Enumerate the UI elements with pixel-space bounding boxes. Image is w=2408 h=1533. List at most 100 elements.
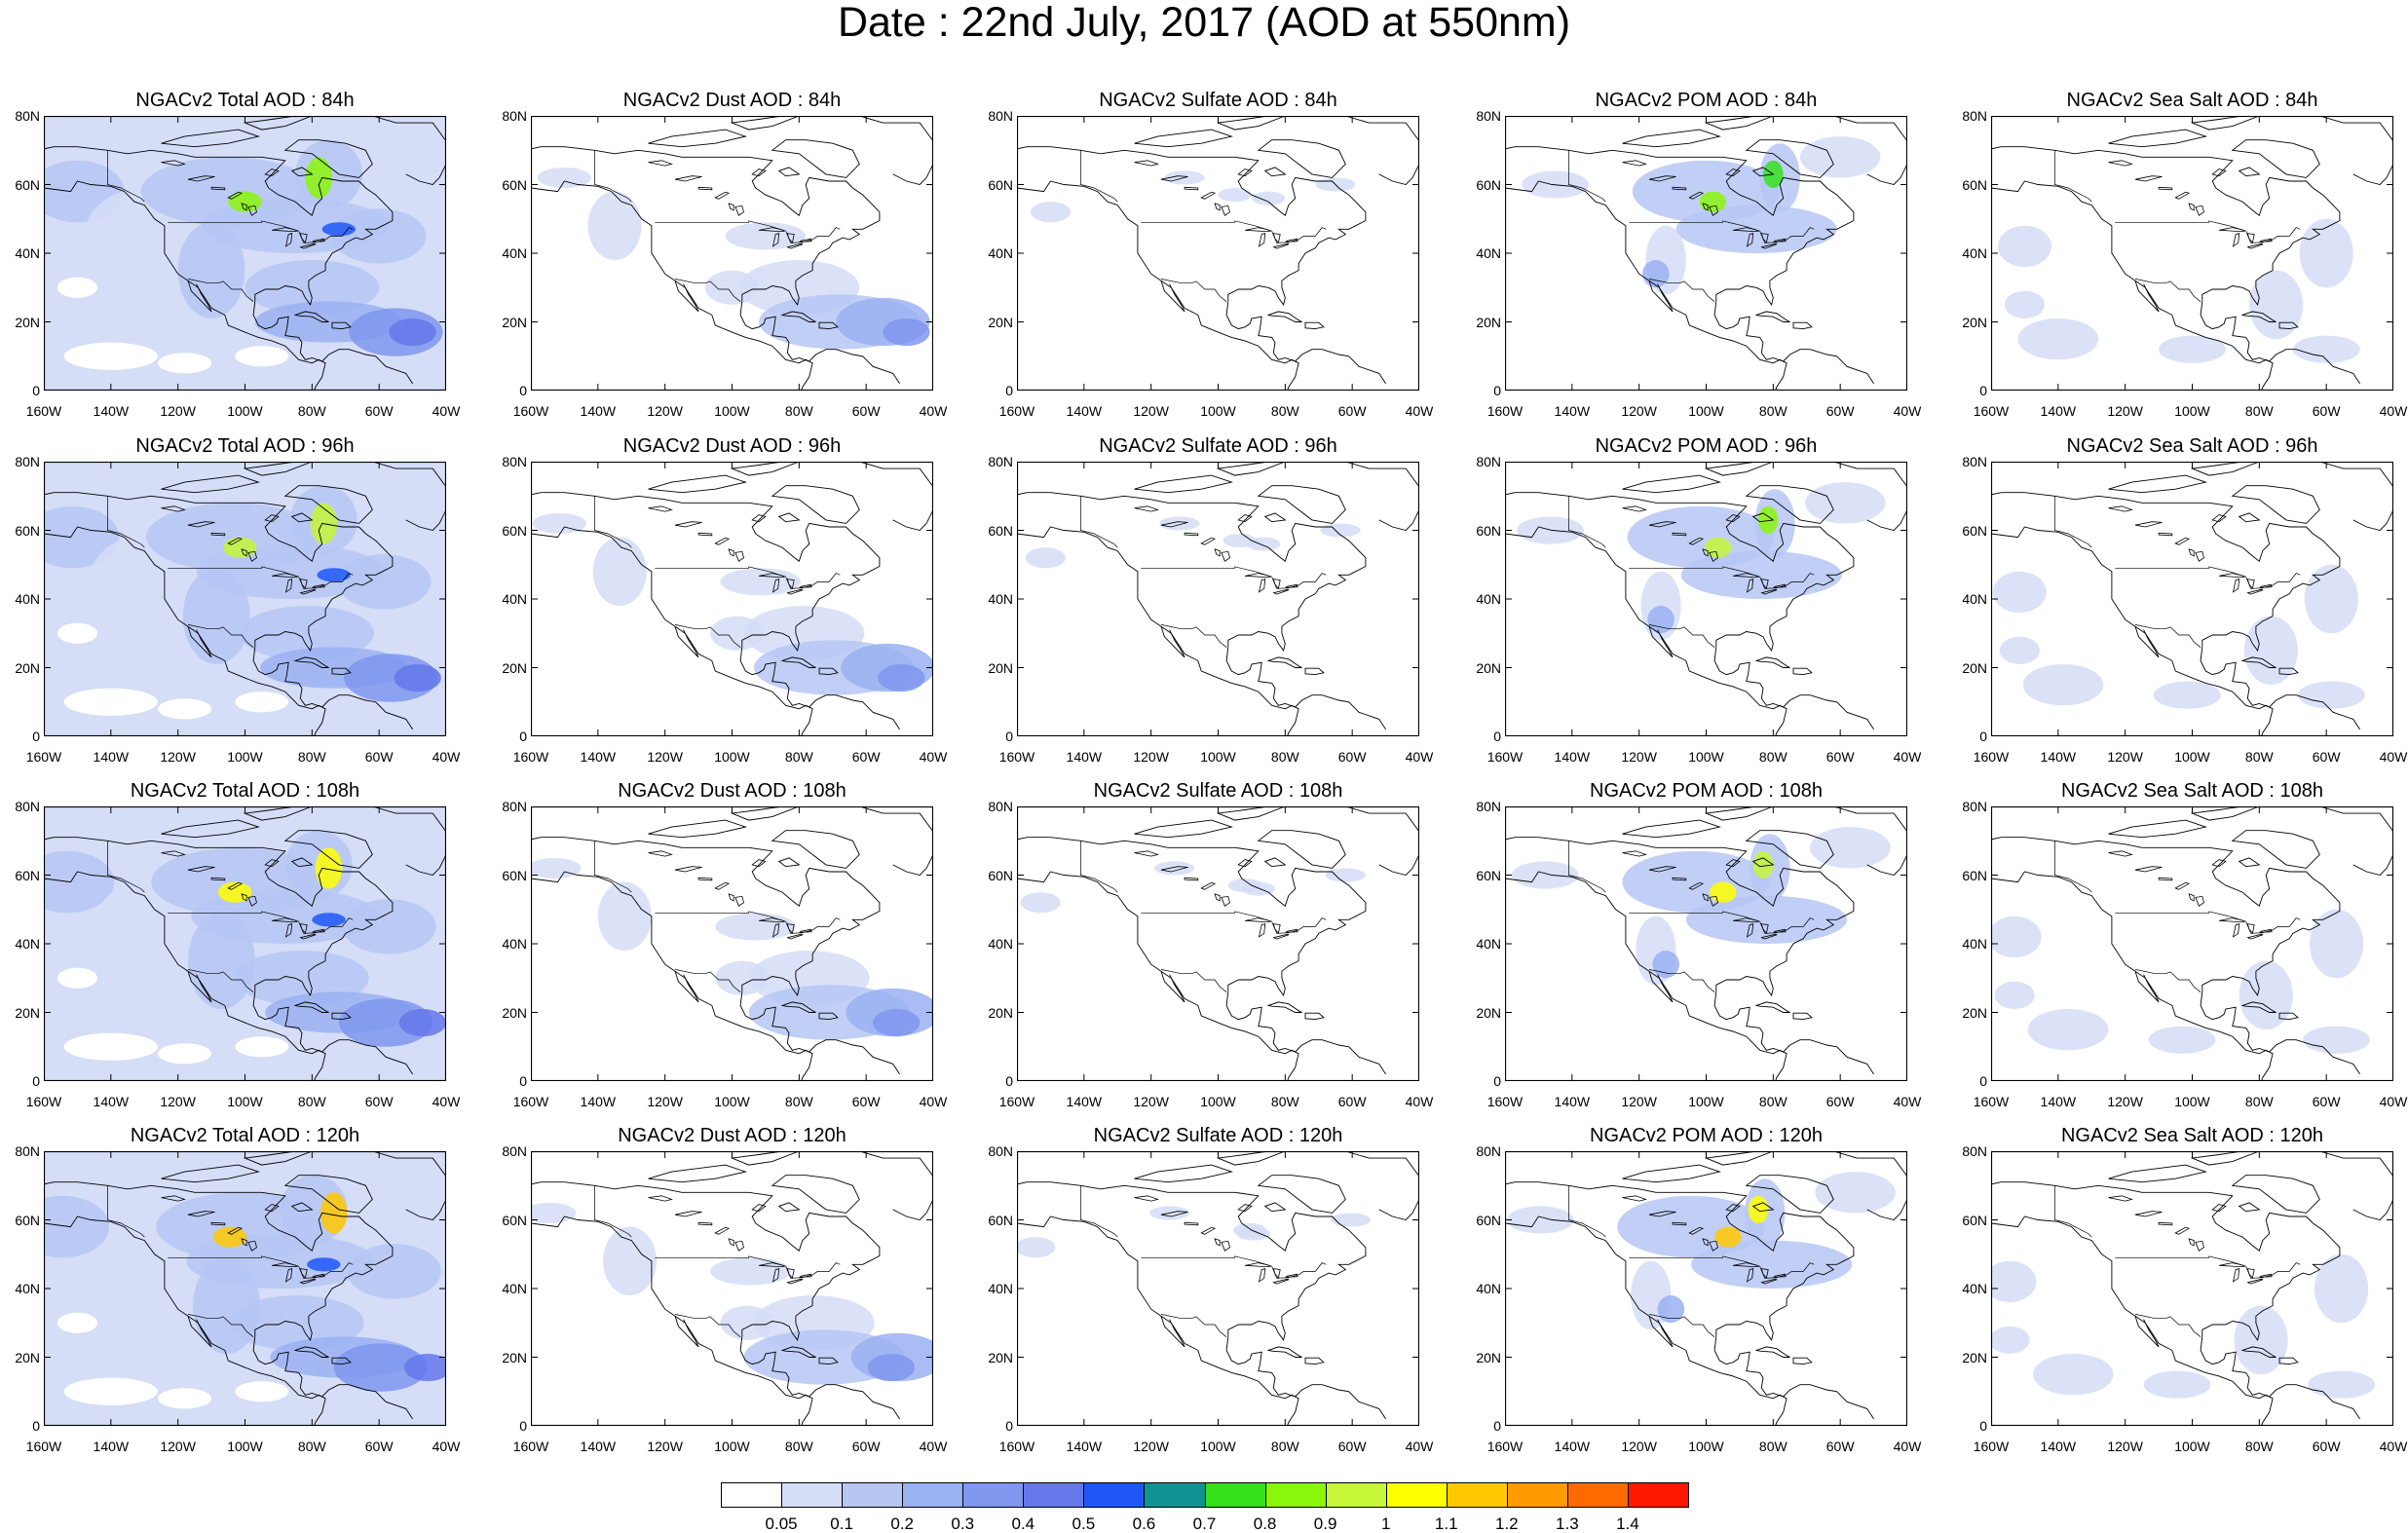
coastline bbox=[331, 1012, 352, 1021]
lat-tick-label: 20N bbox=[988, 659, 1013, 676]
lake-outline bbox=[1200, 537, 1217, 545]
lake-outline bbox=[1725, 514, 1741, 523]
lon-tick-label: 80W bbox=[1270, 749, 1299, 765]
coastline bbox=[1713, 647, 1874, 730]
lon-tick-label: 160W bbox=[998, 749, 1035, 765]
lon-tick-label: 160W bbox=[25, 1094, 62, 1109]
lat-tick-label: 20N bbox=[15, 659, 40, 676]
clean-air-patch bbox=[158, 353, 212, 374]
lon-tick-label: 100W bbox=[227, 749, 263, 765]
coastline bbox=[1263, 1202, 1287, 1213]
coastline bbox=[1266, 311, 1302, 322]
aod-blob bbox=[320, 1192, 348, 1234]
lon-tick-label: 100W bbox=[1200, 749, 1236, 765]
lat-tick-label: 80N bbox=[502, 1143, 527, 1159]
lat-tick-label: 40N bbox=[1476, 591, 1501, 607]
lon-tick-label: 80W bbox=[784, 1439, 813, 1454]
aod-blob bbox=[1020, 892, 1061, 914]
lon-tick-label: 60W bbox=[1825, 403, 1855, 419]
lake-outline bbox=[1184, 532, 1199, 537]
lake-outline bbox=[210, 186, 226, 191]
coastline bbox=[372, 462, 446, 532]
coastline bbox=[1833, 1151, 1907, 1221]
lake-outline bbox=[264, 1204, 280, 1213]
lake-outline bbox=[2188, 1238, 2195, 1247]
clean-air-patch bbox=[56, 1312, 98, 1333]
country-border bbox=[187, 279, 254, 302]
lon-tick-label: 160W bbox=[1486, 749, 1524, 765]
lat-tick-label: 80N bbox=[15, 799, 40, 814]
lake-outline bbox=[2246, 233, 2255, 243]
coastline bbox=[252, 1336, 413, 1420]
coastline bbox=[2134, 626, 2160, 658]
lake-outline bbox=[299, 1268, 308, 1279]
country-border bbox=[187, 969, 254, 992]
coastline bbox=[252, 991, 413, 1075]
lake-outline bbox=[1200, 1226, 1217, 1235]
aod-blob bbox=[50, 971, 185, 1054]
lat-tick-label: 0 bbox=[32, 1073, 40, 1089]
aod-blob bbox=[331, 208, 427, 264]
coastline bbox=[2108, 129, 2207, 148]
coastline bbox=[2238, 857, 2261, 868]
coastline bbox=[1713, 301, 1874, 385]
lon-tick-label: 120W bbox=[1621, 1439, 1657, 1454]
lake-outline bbox=[1648, 175, 1676, 182]
panel-title: NGACv2 Dust AOD : 120h bbox=[618, 1125, 847, 1146]
lake-outline bbox=[674, 866, 702, 873]
lake-outline bbox=[2246, 579, 2255, 589]
lat-tick-label: 60N bbox=[502, 176, 527, 193]
coastline bbox=[1622, 129, 1721, 148]
lake-outline bbox=[1258, 579, 1266, 593]
coastline bbox=[2200, 301, 2360, 385]
lake-outline bbox=[2258, 928, 2273, 933]
aod-blob bbox=[1159, 516, 1200, 531]
clean-air-patch bbox=[235, 1381, 289, 1402]
country-border bbox=[2054, 841, 2092, 893]
coastline bbox=[1754, 1346, 1790, 1358]
aod-blob bbox=[2308, 1370, 2376, 1399]
lat-tick-label: 40N bbox=[1476, 245, 1501, 261]
lake-outline bbox=[2232, 233, 2240, 247]
lake-outline bbox=[2218, 227, 2245, 232]
lat-tick-label: 60N bbox=[15, 176, 40, 193]
lake-outline bbox=[734, 205, 744, 216]
country-border bbox=[1080, 496, 1118, 548]
lake-outline bbox=[771, 1268, 780, 1283]
aod-blob bbox=[710, 1257, 791, 1286]
lon-tick-label: 100W bbox=[1200, 403, 1236, 419]
coastline bbox=[2240, 1346, 2276, 1358]
lake-outline bbox=[247, 550, 257, 562]
lat-tick-label: 80N bbox=[1476, 799, 1501, 814]
lon-tick-label: 100W bbox=[714, 1439, 750, 1454]
lat-tick-label: 20N bbox=[1962, 1004, 1987, 1021]
lake-outline bbox=[1184, 186, 1199, 191]
colorbar-swatch bbox=[902, 1482, 964, 1508]
lake-outline bbox=[1134, 850, 1159, 857]
aod-blob bbox=[398, 1008, 446, 1037]
lon-tick-label: 80W bbox=[2244, 1439, 2274, 1454]
lake-outline bbox=[1760, 588, 1778, 595]
lake-outline bbox=[751, 859, 767, 868]
country-border bbox=[107, 150, 145, 203]
aod-blob bbox=[1992, 571, 2047, 614]
lon-tick-label: 60W bbox=[1825, 749, 1855, 765]
aod-blob bbox=[878, 663, 925, 692]
aod-blob bbox=[1251, 191, 1286, 206]
lake-outline bbox=[1709, 1240, 1718, 1252]
lake-outline bbox=[187, 1211, 215, 1217]
coastline bbox=[1833, 116, 1907, 186]
map-panel-total bbox=[44, 806, 446, 1081]
coastline bbox=[2231, 485, 2320, 524]
lake-outline bbox=[2188, 548, 2195, 557]
coastline bbox=[1833, 462, 1907, 532]
panel-title: NGACv2 Sea Salt AOD : 96h bbox=[2066, 435, 2318, 457]
aod-blob bbox=[1017, 1237, 1056, 1258]
lat-tick-label: 80N bbox=[502, 799, 527, 814]
coastline bbox=[2319, 462, 2393, 532]
lon-tick-label: 40W bbox=[919, 1439, 948, 1454]
coastline bbox=[1754, 311, 1790, 322]
lake-outline bbox=[1258, 923, 1266, 938]
lake-outline bbox=[187, 866, 215, 873]
lat-tick-label: 80N bbox=[1476, 108, 1501, 124]
